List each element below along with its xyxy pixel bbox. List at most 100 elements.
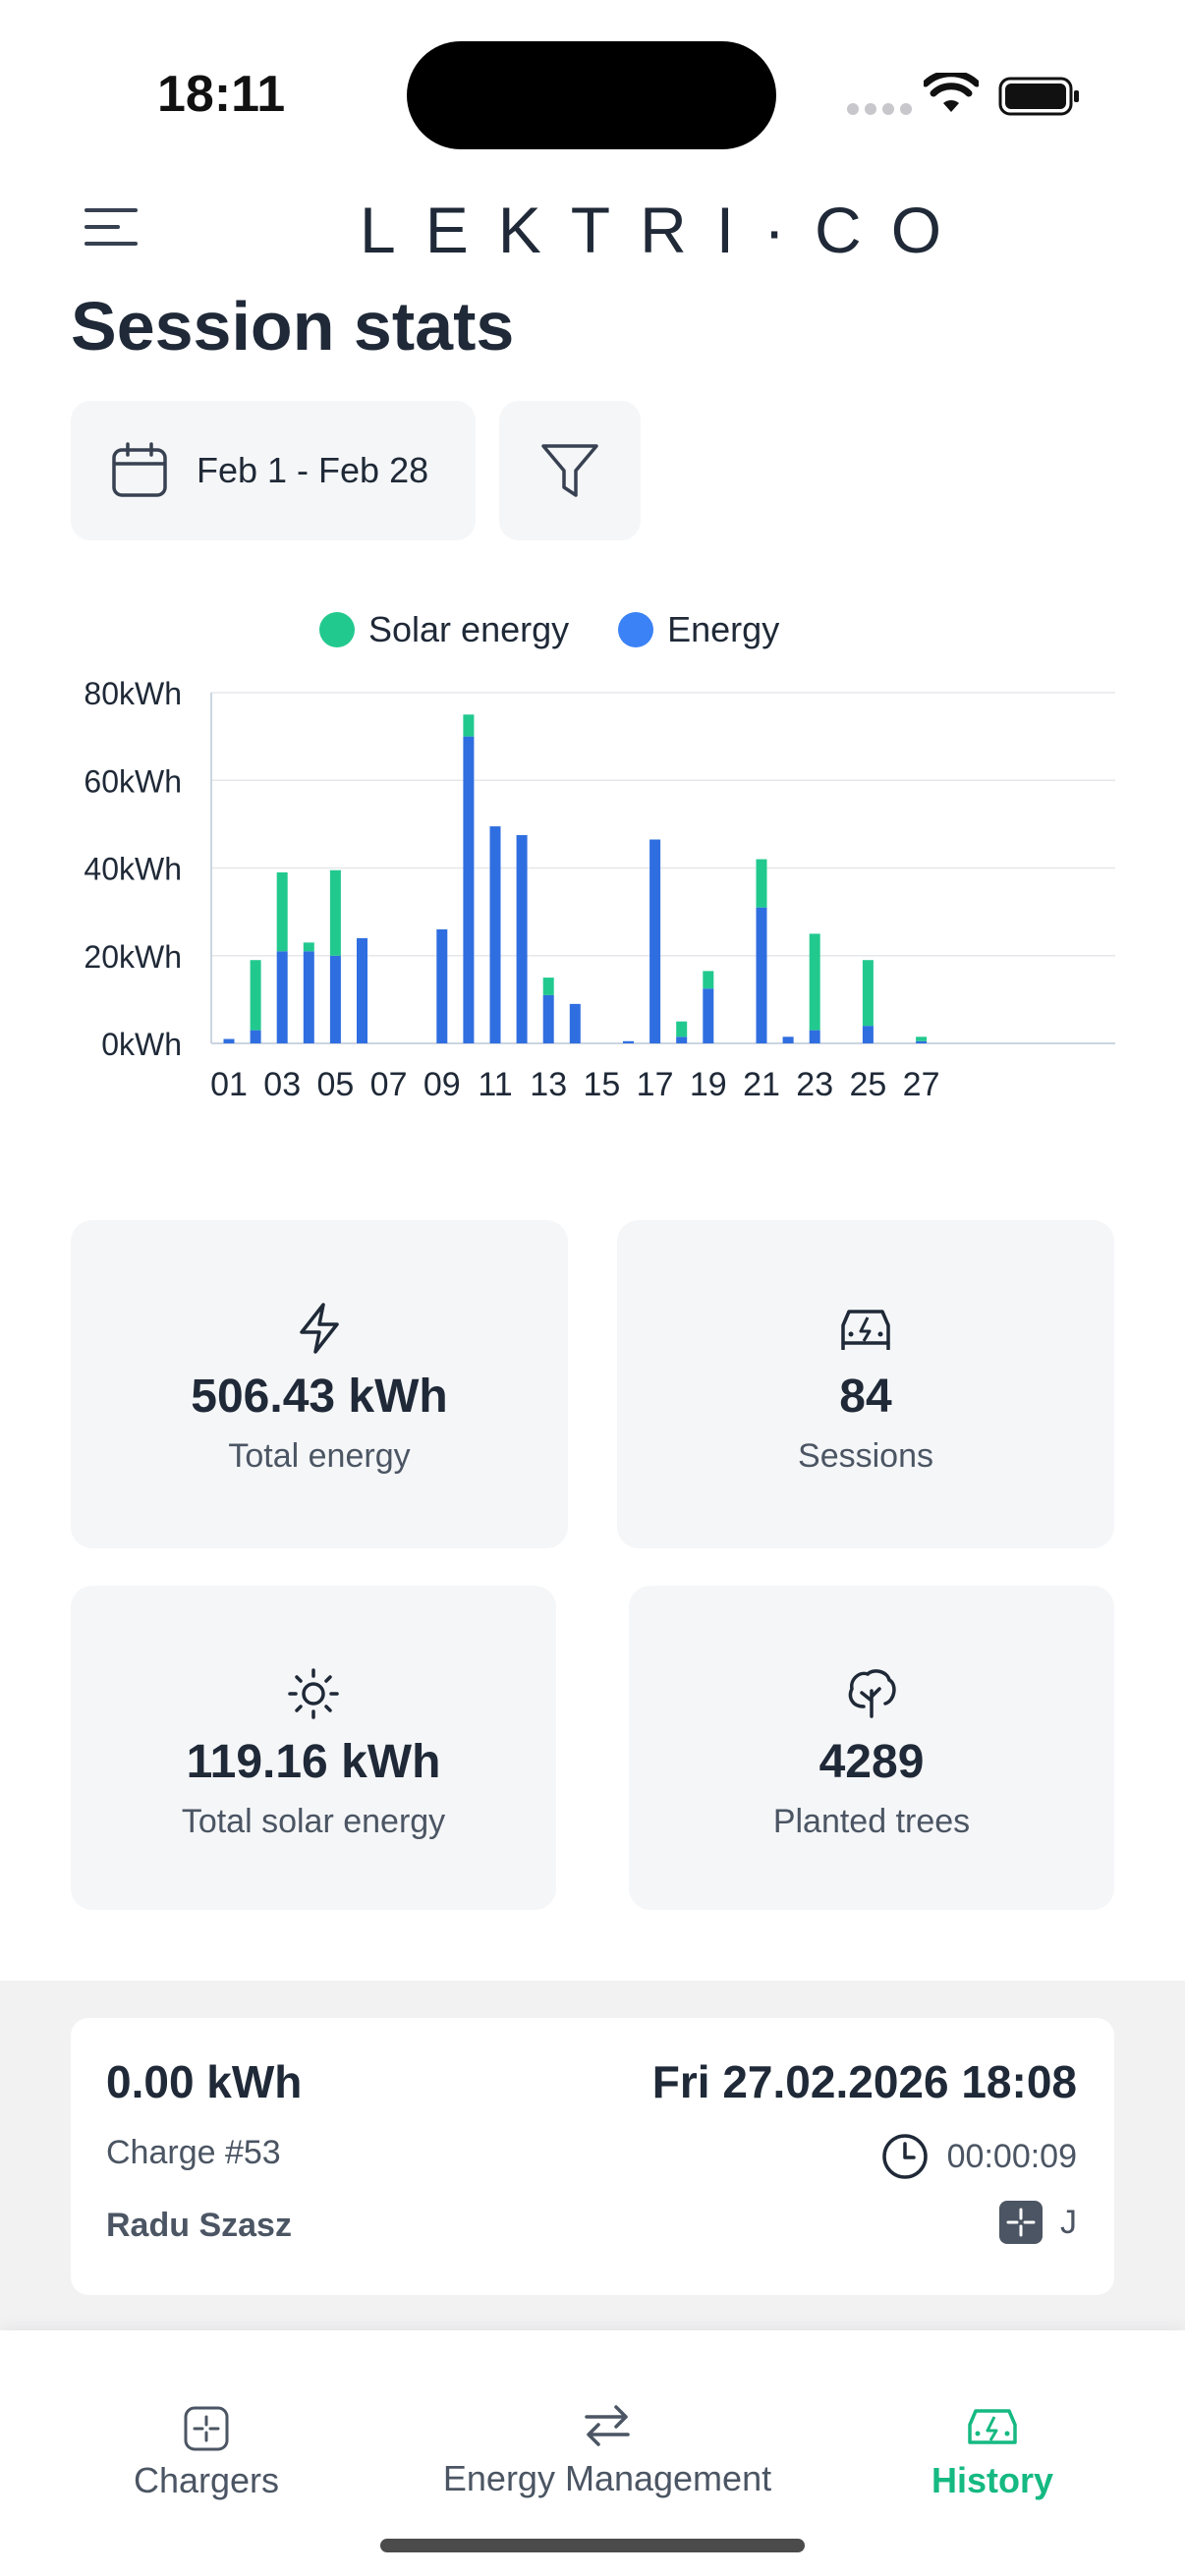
energy-bar [276,951,288,1043]
solar-bar [916,1036,928,1041]
solar-bar [676,1021,688,1037]
car-charging-icon [837,1299,894,1358]
solar-bar [703,971,714,989]
charger-badge-icon [999,2201,1043,2244]
x-tick-label: 11 [478,1066,512,1103]
app-logo: LEKTRI·CO [360,194,972,266]
y-tick-label: 0kWh [101,1027,182,1062]
energy-bar [782,1036,794,1043]
stat-card-solar-energy: 119.16 kWh Total solar energy [71,1586,556,1910]
filter-funnel-icon [541,444,598,497]
session-user: Radu Szasz [106,2207,292,2244]
x-tick-label: 23 [796,1066,833,1103]
solar-bar [329,869,341,956]
energy-chart: Solar energy Energy 0kWh 20kWh 40kWh 60kWh 8… [59,609,1130,1120]
bottom-navigation: Chargers Energy Management History [0,2330,1185,2576]
session-duration: 00:00:09 [880,2132,1077,2181]
x-tick-label: 21 [743,1066,780,1103]
energy-bar [676,1036,688,1043]
x-tick-label: 09 [423,1066,461,1103]
page-title: Session stats [71,288,515,364]
stat-label: Planted trees [772,1803,971,1840]
dynamic-island [407,41,776,149]
tree-icon [846,1664,897,1723]
stat-value: 84 [839,1371,892,1423]
solar-bar [542,978,554,995]
session-charger-name: J [1060,2203,1077,2241]
solar-bar [809,933,820,1031]
energy-bar [516,835,528,1043]
arrows-exchange-icon [585,2405,630,2446]
y-tick-label: 40kWh [84,852,182,887]
sun-icon [287,1664,340,1723]
nav-label: History [931,2460,1054,2500]
stat-card-sessions: 84 Sessions [617,1220,1114,1548]
stat-card-total-energy: 506.43 kWh Total energy [71,1220,568,1548]
energy-bar [303,951,314,1043]
energy-bar [703,988,714,1043]
legend-item-energy[interactable]: Energy [618,609,779,650]
x-tick-label: 07 [370,1066,408,1103]
date-range-label: Feb 1 - Feb 28 [197,450,429,490]
legend-label-solar: Solar energy [368,609,570,649]
energy-bar [223,1038,235,1043]
calendar-icon [110,441,169,500]
nav-energy-management[interactable]: Energy Management [423,2401,792,2499]
date-range-button[interactable]: Feb 1 - Feb 28 [71,401,476,540]
session-charge-id: Charge #53 [106,2134,281,2171]
session-card[interactable]: 0.00 kWh Fri 27.02.2026 18:08 Charge #53… [71,2018,1114,2295]
x-tick-label: 01 [210,1066,248,1103]
stat-value: 4289 [818,1736,925,1788]
status-time: 18:11 [157,66,286,123]
solar-bar [862,960,874,1027]
energy-bar [916,1040,928,1043]
energy-bar [489,826,501,1043]
nav-history[interactable]: History [894,2405,1091,2501]
legend-item-solar[interactable]: Solar energy [319,609,569,650]
solar-bar [463,714,475,737]
session-duration-value: 00:00:09 [946,2137,1077,2175]
x-tick-label: 05 [316,1066,354,1103]
session-charger: J [999,2201,1077,2244]
session-datetime: Fri 27.02.2026 18:08 [651,2056,1077,2107]
stat-card-planted-trees: 4289 Planted trees [629,1586,1114,1910]
lightning-bolt-icon [294,1299,345,1358]
solar-bar [303,942,314,952]
y-tick-label: 20kWh [84,939,182,975]
energy-bar [569,1003,581,1043]
stat-label: Sessions [798,1437,933,1475]
x-tick-label: 15 [583,1066,620,1103]
nav-label: Energy Management [442,2458,772,2498]
legend-label-energy: Energy [667,609,780,649]
charger-icon [184,2406,229,2451]
x-tick-label: 03 [263,1066,301,1103]
x-tick-label: 27 [903,1066,940,1103]
stat-value: 119.16 kWh [186,1736,441,1788]
solar-bar [276,871,288,952]
filter-button[interactable] [499,401,641,540]
energy-bar [623,1040,634,1043]
legend-swatch-energy [618,612,654,647]
stat-label: Total energy [228,1437,411,1475]
energy-bar [862,1026,874,1043]
y-tick-label: 80kWh [84,676,182,711]
x-tick-label: 25 [849,1066,886,1103]
car-history-icon [968,2409,1017,2444]
energy-bar [756,907,767,1043]
hamburger-menu-icon[interactable] [85,208,141,252]
energy-bar [649,839,661,1043]
x-tick-label: 19 [690,1066,727,1103]
x-tick-label: 13 [530,1066,567,1103]
cellular-signal-icon [847,103,912,115]
clock-icon [881,2134,928,2179]
energy-bar [463,736,475,1043]
nav-chargers[interactable]: Chargers [108,2405,305,2501]
home-indicator [380,2539,805,2552]
y-tick-label: 60kWh [84,763,182,799]
x-tick-label: 17 [637,1066,674,1103]
energy-bar [809,1030,820,1043]
chart-legend: Solar energy Energy [319,609,779,650]
stat-label: Total solar energy [181,1803,446,1840]
energy-bar [329,955,341,1043]
stat-value: 506.43 kWh [191,1371,448,1423]
